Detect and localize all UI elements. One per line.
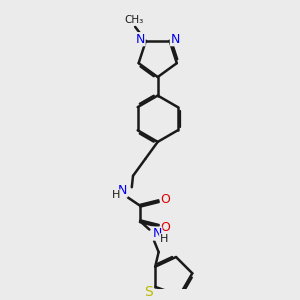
Text: O: O bbox=[160, 193, 170, 206]
Text: CH₃: CH₃ bbox=[124, 15, 143, 25]
Text: N: N bbox=[170, 33, 180, 46]
Text: N: N bbox=[118, 184, 127, 197]
Text: N: N bbox=[152, 227, 162, 240]
Text: H: H bbox=[160, 234, 168, 244]
Text: H: H bbox=[112, 190, 121, 200]
Text: N: N bbox=[136, 33, 145, 46]
Text: O: O bbox=[160, 221, 170, 234]
Text: S: S bbox=[145, 285, 153, 299]
